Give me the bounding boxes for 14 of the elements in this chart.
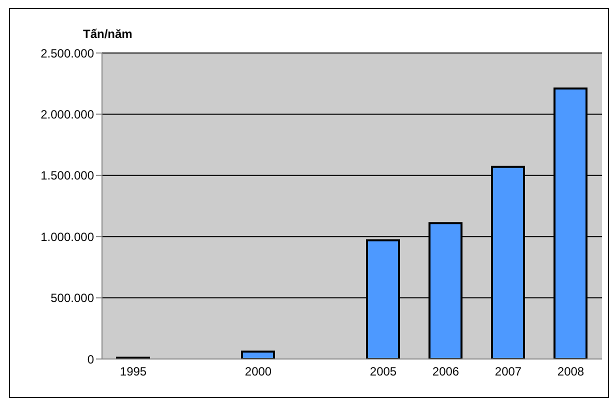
- x-tick-label: 2000: [244, 364, 272, 379]
- x-tick-label: 2006: [432, 364, 460, 379]
- y-axis-title: Tấn/năm: [83, 27, 132, 41]
- x-tick-label: 2008: [557, 364, 584, 379]
- bar: [241, 350, 275, 359]
- y-tick-label: 2.500.000: [40, 46, 94, 60]
- y-tick-label: 1.000.000: [40, 230, 94, 244]
- x-tick-label: 1995: [120, 364, 147, 379]
- y-tick-label: 500.000: [50, 291, 94, 306]
- y-tick-label: 1.500.000: [40, 168, 94, 183]
- x-tick-label: 2007: [494, 364, 522, 379]
- x-tick-label: 2005: [370, 364, 397, 379]
- y-tick-label: 2.000.000: [40, 107, 94, 122]
- y-tick-label: 0: [87, 352, 94, 366]
